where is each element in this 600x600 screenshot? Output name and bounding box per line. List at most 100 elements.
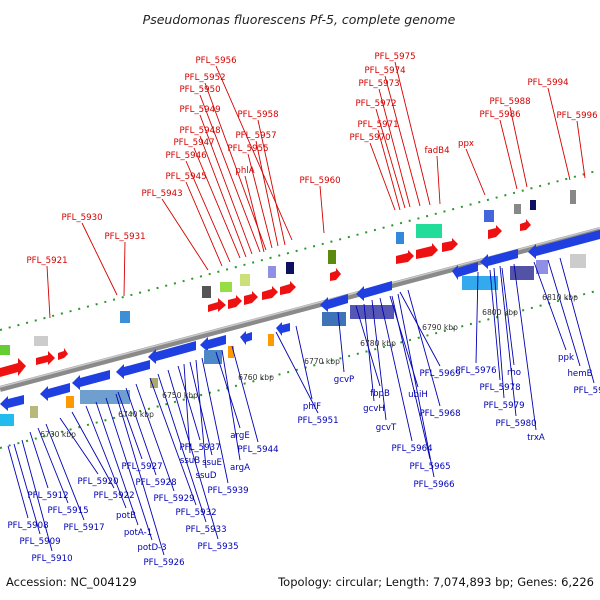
gene-label[interactable]: PFL_5970 bbox=[349, 133, 390, 143]
gene-label[interactable]: PFL_5947 bbox=[173, 138, 214, 148]
gene-label[interactable]: PFL_5926 bbox=[143, 558, 184, 568]
reverse-gene bbox=[72, 370, 110, 390]
gene-label[interactable]: PFL_5972 bbox=[355, 99, 396, 109]
gene-label[interactable]: PFL_5935 bbox=[197, 542, 238, 552]
gene-label[interactable]: PFL_5930 bbox=[61, 213, 102, 223]
gene-label[interactable]: PFL_5964 bbox=[391, 444, 432, 454]
gene-callout-line bbox=[13, 443, 41, 535]
gene-label[interactable]: PFL_5956 bbox=[195, 56, 236, 66]
gene-label[interactable]: PFL_5957 bbox=[235, 131, 276, 141]
gene-label[interactable]: PFL_5949 bbox=[179, 105, 220, 115]
gene-label[interactable]: potD-3 bbox=[137, 543, 166, 553]
gene-label[interactable]: PFL_5937 bbox=[179, 443, 220, 453]
gene-label[interactable]: PFL_5946 bbox=[165, 151, 206, 161]
gene-label[interactable]: ssuD bbox=[195, 471, 216, 481]
gene-label[interactable]: PFL_5968 bbox=[419, 409, 460, 419]
gene-label[interactable]: rho bbox=[507, 368, 521, 378]
feature-block bbox=[328, 250, 336, 264]
gene-label[interactable]: PFL_5973 bbox=[358, 79, 399, 89]
gene-callout-line bbox=[394, 61, 431, 206]
gene-label[interactable]: PFL_5952 bbox=[184, 73, 225, 83]
gene-label[interactable]: PFL_5974 bbox=[364, 66, 405, 76]
gene-label[interactable]: PFL_5910 bbox=[31, 554, 72, 564]
gene-label[interactable]: PFL_5966 bbox=[413, 480, 454, 490]
gene-label[interactable]: PFL_5979 bbox=[483, 401, 524, 411]
gene-label[interactable]: PFL_5951 bbox=[297, 416, 338, 426]
gene-label[interactable]: ppk bbox=[558, 353, 574, 363]
gene-label[interactable]: argA bbox=[230, 463, 250, 473]
gene-callout-line bbox=[21, 439, 53, 552]
gene-label[interactable]: ssuB bbox=[180, 456, 200, 466]
kbp-tick-label: 6780 kbp bbox=[360, 339, 396, 348]
gene-label[interactable]: gcvT bbox=[376, 423, 397, 433]
gene-label[interactable]: PFL_5921 bbox=[26, 256, 67, 266]
gene-label[interactable]: PFL_5920 bbox=[77, 477, 118, 487]
gene-label[interactable]: PFL_5932 bbox=[175, 508, 216, 518]
gene-callout-line bbox=[375, 108, 406, 209]
gene-label[interactable]: phlF bbox=[303, 402, 321, 412]
gene-callout-line bbox=[167, 369, 219, 540]
gene-label[interactable]: PFL_5928 bbox=[135, 478, 176, 488]
gene-label[interactable]: PFL_5939 bbox=[207, 486, 248, 496]
gene-label[interactable]: gcvP bbox=[334, 375, 354, 385]
gene-callout-line bbox=[337, 311, 345, 373]
gene-callout-line bbox=[183, 363, 191, 454]
gene-label[interactable]: PFL_5996 bbox=[556, 111, 597, 121]
feature-block bbox=[570, 190, 576, 204]
gene-label[interactable]: PFL_5908 bbox=[7, 521, 48, 531]
gene-label[interactable]: PFL_5944 bbox=[237, 445, 278, 455]
gene-label[interactable]: PFL_5980 bbox=[495, 419, 536, 429]
gene-label[interactable]: PFL_5922 bbox=[93, 491, 134, 501]
gene-label[interactable]: PFL_5986 bbox=[479, 110, 520, 120]
gene-label[interactable]: PFL_5994 bbox=[527, 78, 568, 88]
gene-label[interactable]: gcvH bbox=[363, 404, 385, 414]
gene-label[interactable]: PFL_5969 bbox=[419, 369, 460, 379]
gene-label[interactable]: PFL_5943 bbox=[141, 189, 182, 199]
gene-label[interactable]: fbpB bbox=[370, 389, 390, 399]
reverse-gene bbox=[356, 281, 392, 301]
gene-label[interactable]: ssuE bbox=[202, 458, 222, 468]
gene-label[interactable]: PFL_5927 bbox=[121, 462, 162, 472]
kbp-tick-label: 6730 kbp bbox=[40, 430, 76, 439]
feature-block bbox=[80, 390, 130, 404]
feature-block bbox=[150, 378, 158, 388]
gene-label[interactable]: potB bbox=[116, 511, 136, 521]
gene-label[interactable]: fadB4 bbox=[424, 146, 449, 156]
feature-block bbox=[202, 286, 211, 298]
forward-blocks bbox=[0, 190, 576, 355]
gene-label[interactable]: PFL_5945 bbox=[165, 172, 206, 182]
gene-label[interactable]: PFL_5965 bbox=[409, 462, 450, 472]
gene-callout-line bbox=[295, 325, 313, 400]
gene-label[interactable]: PFL_5909 bbox=[19, 537, 60, 547]
gene-label[interactable]: PFL_5912 bbox=[27, 491, 68, 501]
gene-label[interactable]: PFL_5960 bbox=[299, 176, 340, 186]
gene-label[interactable]: PFL_5955 bbox=[227, 144, 268, 154]
gene-label[interactable]: PFL_5976 bbox=[455, 366, 496, 376]
gene-label[interactable]: PFL_5987 bbox=[573, 386, 600, 396]
feature-block bbox=[536, 260, 548, 274]
gene-label[interactable]: PFL_5975 bbox=[374, 52, 415, 62]
gene-label[interactable]: trxA bbox=[527, 433, 545, 443]
gene-label[interactable]: PFL_5929 bbox=[153, 494, 194, 504]
gene-label[interactable]: PFL_5971 bbox=[357, 120, 398, 130]
gene-label[interactable]: PFL_5915 bbox=[47, 506, 88, 516]
gene-label[interactable]: PFL_5978 bbox=[479, 383, 520, 393]
gene-label[interactable]: PFL_5948 bbox=[179, 126, 220, 136]
gene-label[interactable]: phlA bbox=[235, 166, 254, 176]
feature-block bbox=[30, 406, 38, 418]
gene-label[interactable]: PFL_5917 bbox=[63, 523, 104, 533]
gene-label[interactable]: argE bbox=[230, 431, 250, 441]
gene-label[interactable]: PFL_5931 bbox=[104, 232, 145, 242]
gene-label[interactable]: ppx bbox=[458, 139, 474, 149]
gene-label[interactable]: PFL_5933 bbox=[185, 525, 226, 535]
gene-callout-line bbox=[221, 349, 241, 461]
gene-label[interactable]: PFL_5988 bbox=[489, 97, 530, 107]
feature-block bbox=[0, 345, 10, 355]
gene-label[interactable]: PFL_5950 bbox=[179, 85, 220, 95]
gene-label[interactable]: hemB bbox=[567, 369, 592, 379]
forward-gene bbox=[58, 348, 68, 360]
gene-label[interactable]: PFL_5958 bbox=[237, 110, 278, 120]
gene-callout-line bbox=[493, 267, 505, 399]
coordinate-ticks: 6730 kbp 6740 kbp 6750 kbp 6760 kbp 6770 kbp… bbox=[40, 293, 578, 439]
gene-label[interactable]: potA-1 bbox=[124, 528, 152, 538]
